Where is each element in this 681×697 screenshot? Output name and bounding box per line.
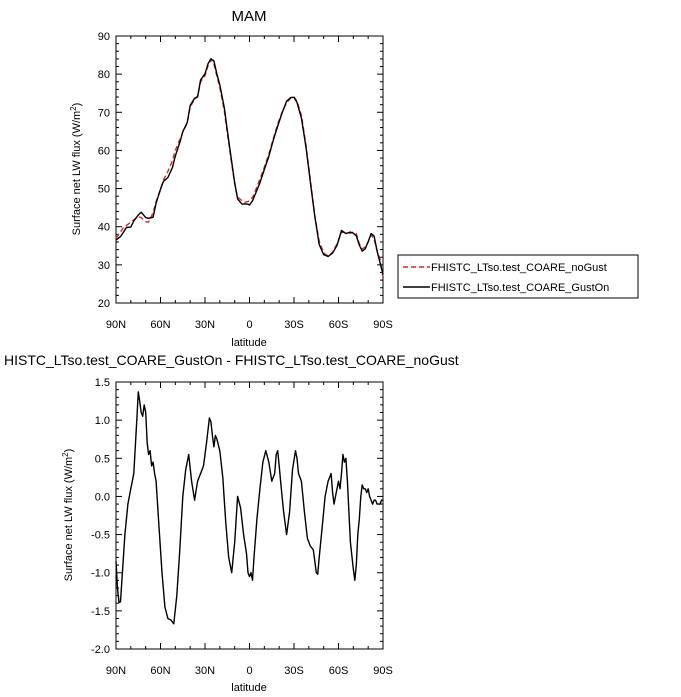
top-x-tick-label: 60N	[150, 319, 170, 331]
bottom-x-tick-label: 90N	[106, 665, 126, 677]
top-y-tick-label: 90	[98, 31, 110, 43]
top-x-tick-label: 30N	[195, 319, 215, 331]
legend-label-nogust: FHISTC_LTso.test_COARE_noGust	[431, 262, 607, 274]
top-x-axis-label: latitude	[231, 337, 266, 349]
top-y-axis: 20 30 40 50 60 70 80 90	[98, 31, 383, 310]
bottom-x-tick-label: 90S	[373, 665, 393, 677]
legend-label-guston: FHISTC_LTso.test_COARE_GustOn	[431, 282, 609, 294]
top-y-axis-label-end: )	[71, 103, 83, 107]
legend: FHISTC_LTso.test_COARE_noGust FHISTC_LTs…	[397, 254, 639, 299]
top-x-tick-label: 0	[246, 319, 252, 331]
top-x-tick-label: 30S	[284, 319, 304, 331]
top-chart-title: MAM	[232, 8, 267, 25]
legend-box	[397, 254, 639, 299]
bottom-y-tick-label: 1.5	[95, 377, 110, 389]
bottom-y-tick-label: -1.0	[91, 568, 110, 580]
top-x-axis: 90N 60N 30N 0 30S 60S 90S	[106, 36, 393, 331]
top-y-tick-label: 40	[98, 222, 110, 234]
bottom-series-lines	[115, 391, 383, 625]
top-panel: MAM 20 30 40 50 60 70 80 90 90N 60N 30N 0 30S 60S 90S…	[69, 8, 639, 349]
top-y-axis-label-sup: 2	[69, 106, 78, 111]
top-x-tick-label: 90N	[106, 319, 126, 331]
top-y-axis-label: Surface net LW flux (W/m2)	[69, 103, 83, 236]
bottom-y-axis-label: Surface net LW flux (W/m2)	[61, 449, 75, 582]
bottom-x-tick-label: 60N	[150, 665, 170, 677]
top-y-tick-label: 50	[98, 184, 110, 196]
bottom-plot-area	[115, 381, 384, 650]
bottom-y-axis-label-main: Surface net LW flux (W/m	[63, 457, 75, 582]
bottom-panel: HISTC_LTso.test_COARE_GustOn - FHISTC_LT…	[4, 352, 459, 694]
bottom-x-tick-label: 60S	[329, 665, 349, 677]
top-x-tick-label: 60S	[329, 319, 349, 331]
top-series-line-1	[115, 58, 384, 275]
bottom-y-tick-label: 0.0	[95, 491, 110, 503]
bottom-x-axis: 90N 60N 30N 0 30S 60S 90S	[106, 382, 393, 677]
top-y-tick-label: 30	[98, 260, 110, 272]
top-x-tick-label: 90S	[373, 319, 393, 331]
bottom-y-tick-label: -2.0	[91, 644, 110, 656]
bottom-x-tick-label: 0	[246, 665, 252, 677]
bottom-x-tick-label: 30S	[284, 665, 304, 677]
top-plot-area	[115, 35, 384, 304]
bottom-y-tick-label: 0.5	[95, 453, 110, 465]
bottom-y-axis-label-end: )	[63, 449, 75, 453]
top-y-tick-label: 70	[98, 107, 110, 119]
bottom-y-axis-label-sup: 2	[61, 452, 70, 457]
top-series-line-0	[115, 58, 384, 278]
bottom-x-tick-label: 30N	[195, 665, 215, 677]
bottom-y-tick-label: -1.5	[91, 606, 110, 618]
bottom-y-tick-label: -0.5	[91, 530, 110, 542]
top-y-axis-label-main: Surface net LW flux (W/m	[71, 111, 83, 236]
bottom-series-line-0	[115, 391, 383, 625]
top-y-tick-label: 60	[98, 145, 110, 157]
bottom-chart-title: HISTC_LTso.test_COARE_GustOn - FHISTC_LT…	[4, 352, 459, 368]
top-series-lines	[115, 58, 384, 278]
bottom-y-tick-label: 1.0	[95, 415, 110, 427]
top-y-tick-label: 20	[98, 298, 110, 310]
top-y-tick-label: 80	[98, 69, 110, 81]
bottom-x-axis-label: latitude	[231, 682, 266, 694]
